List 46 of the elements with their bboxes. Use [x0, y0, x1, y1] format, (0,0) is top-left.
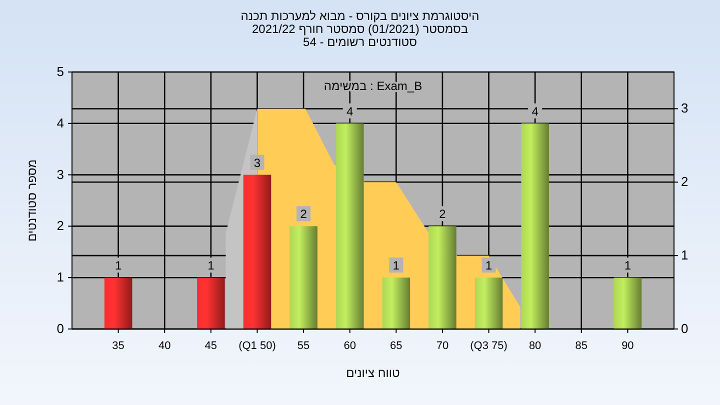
- chart-subtitle: בסמסטר (01/2021) סמסטר חורף 2021/22 סטודנטים רשומים - 54: [252, 22, 468, 49]
- x-tick-label: 80: [528, 340, 542, 352]
- data-label: 4: [532, 104, 539, 118]
- x-tick-label: (Q1 50): [238, 340, 276, 352]
- y-tick-label: 0: [56, 321, 64, 336]
- data-label: 3: [254, 156, 261, 170]
- x-tick-label: 35: [112, 340, 124, 352]
- bar: [197, 278, 225, 329]
- y-axis-title: מספר סטודנטים: [25, 159, 39, 242]
- x-tick-label: 70: [436, 340, 449, 352]
- x-tick-label: 90: [622, 340, 634, 352]
- data-label: 1: [624, 258, 632, 273]
- bar: [290, 226, 318, 329]
- x-axis-title: טווח ציונים: [346, 366, 400, 380]
- y2-tick-label: 1: [681, 248, 688, 263]
- x-tick-label: 65: [390, 340, 402, 352]
- bar: [336, 123, 364, 329]
- x-tick-label: 60: [344, 340, 356, 352]
- data-label: 2: [439, 207, 446, 222]
- y2-tick-label: 0: [681, 321, 688, 336]
- y-tick-label: 5: [56, 64, 64, 79]
- data-label: 2: [300, 207, 308, 222]
- x-tick-label: 85: [575, 340, 588, 352]
- bar: [104, 278, 132, 329]
- y-tick-label: 1: [56, 270, 64, 285]
- y-tick-label: 3: [56, 166, 64, 182]
- y-tick-label: 2: [56, 218, 64, 234]
- data-label: 1: [485, 258, 492, 273]
- bar: [614, 278, 642, 329]
- chart-title: היסטוגרמת ציונים בקורס - מבוא למערכות תכנה: [240, 9, 480, 23]
- data-label: 1: [392, 258, 400, 273]
- data-label: 4: [346, 104, 354, 118]
- x-tick-label: (Q3 75): [470, 340, 508, 352]
- y2-tick-label: 2: [681, 174, 688, 190]
- bar: [474, 278, 503, 329]
- y2-tick-label: 3: [681, 100, 688, 116]
- data-label: 1: [208, 258, 215, 273]
- bar: [428, 226, 456, 329]
- bar: [243, 174, 272, 329]
- y-tick-label: 4: [56, 115, 64, 130]
- bar: [382, 278, 410, 329]
- x-tick-label: 55: [297, 340, 310, 352]
- bar: [521, 123, 549, 329]
- x-tick-label: 45: [204, 340, 218, 352]
- x-tick-label: 40: [158, 340, 171, 352]
- data-label: 1: [114, 258, 122, 273]
